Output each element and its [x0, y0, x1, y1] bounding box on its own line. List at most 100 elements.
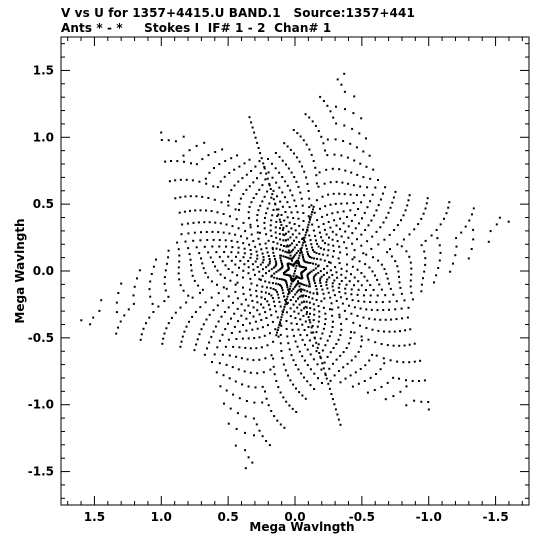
uv-point [286, 244, 289, 247]
uv-point [312, 358, 315, 361]
uv-point [280, 223, 283, 226]
uv-point [370, 247, 373, 250]
uv-point [376, 309, 379, 312]
uv-point [302, 266, 305, 269]
uv-point [304, 234, 307, 237]
uv-point [409, 328, 412, 331]
uv-point [315, 350, 318, 353]
uv-point [317, 130, 320, 132]
uv-point [306, 364, 309, 366]
uv-point [291, 242, 293, 245]
uv-point [312, 292, 315, 295]
uv-point [149, 295, 152, 298]
uv-point [243, 252, 246, 255]
uv-point [216, 269, 219, 272]
uv-point [420, 400, 423, 403]
uv-point [410, 267, 413, 270]
uv-point [424, 207, 427, 210]
uv-point [276, 316, 279, 319]
uv-point [388, 300, 391, 303]
uv-point [170, 316, 173, 319]
uv-point [218, 362, 221, 365]
uv-point [303, 376, 305, 379]
uv-point [350, 312, 353, 315]
uv-point [335, 343, 338, 345]
uv-point [306, 250, 309, 253]
uv-point [392, 376, 395, 379]
uv-point [277, 326, 280, 329]
uv-point [470, 248, 473, 250]
uv-point [375, 301, 378, 304]
uv-point [199, 306, 202, 309]
uv-point [326, 254, 329, 257]
uv-point [293, 255, 296, 258]
x-axis-label: Mega Wavlngth [249, 520, 354, 534]
uv-point [388, 233, 391, 236]
uv-point [287, 374, 289, 377]
uv-point [241, 337, 244, 340]
uv-point [266, 300, 269, 303]
uv-point [312, 319, 315, 322]
uv-point [342, 366, 345, 369]
uv-point [292, 334, 295, 337]
uv-point [269, 188, 272, 190]
uv-point [336, 78, 339, 81]
uv-point [301, 295, 304, 298]
uv-point [304, 266, 307, 269]
uv-point [200, 328, 203, 331]
uv-point [288, 288, 291, 290]
uv-point [264, 280, 267, 283]
uv-point [277, 213, 280, 216]
uv-point [301, 238, 304, 241]
uv-point [245, 400, 248, 402]
uv-point [288, 206, 291, 209]
uv-point [285, 273, 288, 276]
uv-point [315, 252, 318, 255]
uv-point [383, 362, 386, 365]
uv-point [225, 363, 228, 366]
uv-point [309, 307, 312, 310]
uv-point [455, 245, 458, 248]
uv-point [188, 253, 191, 256]
uv-point [262, 371, 265, 374]
uv-point [284, 250, 287, 253]
uv-point [345, 283, 348, 286]
uv-point [388, 330, 391, 333]
uv-point [309, 218, 311, 221]
uv-point [388, 308, 390, 311]
uv-point [275, 236, 278, 239]
uv-point [423, 250, 426, 253]
uv-point [265, 247, 268, 250]
uv-point [303, 240, 306, 243]
uv-point [274, 260, 277, 263]
uv-point [436, 237, 439, 240]
uv-point [272, 198, 275, 201]
uv-point [437, 267, 440, 269]
uv-point [351, 299, 354, 302]
uv-point [361, 217, 363, 220]
uv-point [216, 211, 219, 214]
uv-point [386, 277, 389, 280]
uv-point [184, 240, 187, 243]
uv-point [327, 291, 330, 294]
uv-point [383, 330, 385, 333]
uv-point [372, 256, 374, 259]
uv-point [302, 314, 305, 317]
uv-point [420, 283, 423, 286]
uv-point [408, 361, 411, 364]
uv-point [308, 148, 311, 151]
uv-point [316, 325, 319, 328]
uv-point [279, 423, 282, 426]
uv-point [317, 185, 320, 188]
uv-point [315, 299, 318, 301]
uv-point [344, 377, 347, 380]
uv-point [352, 202, 355, 204]
uv-point [279, 391, 282, 394]
uv-point [303, 236, 306, 239]
uv-point [276, 277, 278, 280]
uv-point [280, 214, 283, 216]
uv-point [174, 311, 177, 314]
uv-point [260, 290, 263, 293]
uv-point [319, 357, 322, 360]
uv-point [136, 277, 138, 280]
